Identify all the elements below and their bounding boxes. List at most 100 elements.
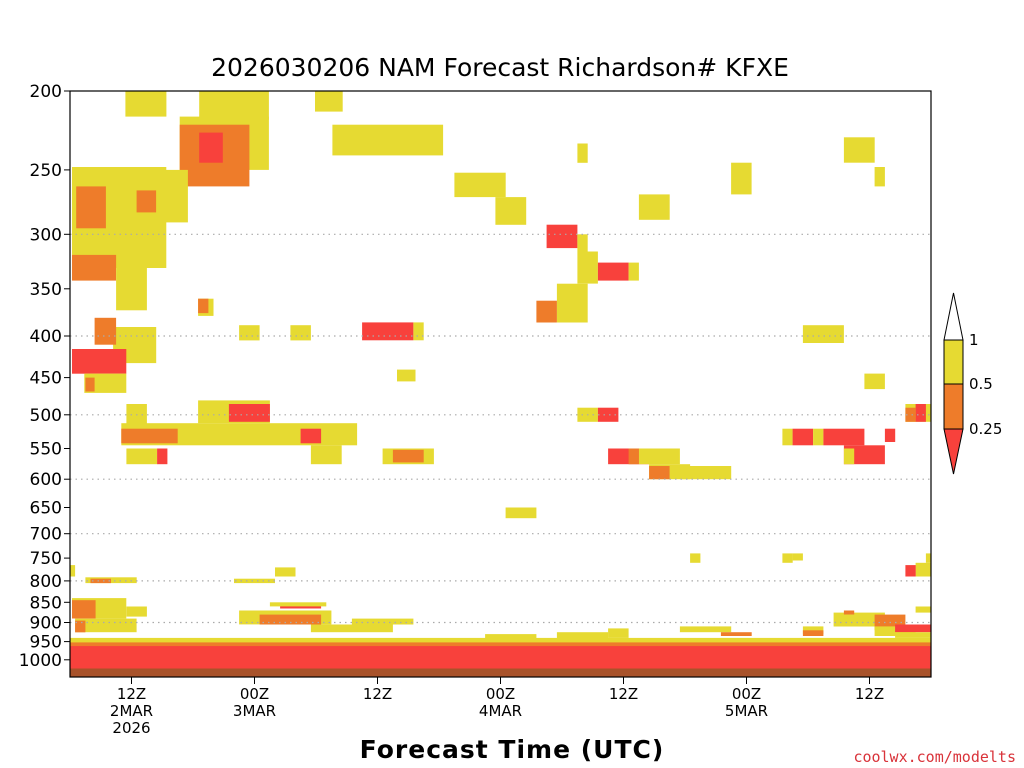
x-tick-label: 5MAR bbox=[725, 702, 768, 720]
ri-cell bbox=[628, 262, 639, 281]
ri-cell bbox=[125, 91, 167, 117]
ri-cell bbox=[72, 349, 127, 374]
ri-cell bbox=[300, 428, 322, 444]
ri-cell bbox=[915, 562, 931, 577]
ri-cell bbox=[280, 604, 322, 609]
ri-cell bbox=[315, 91, 343, 112]
ri-cell bbox=[351, 618, 414, 625]
x-tick-label: 2026 bbox=[112, 719, 150, 737]
y-tick-label: 350 bbox=[30, 280, 62, 300]
ri-cell bbox=[690, 553, 701, 563]
ri-cell bbox=[792, 553, 803, 561]
ri-cell bbox=[782, 428, 793, 446]
ri-cell bbox=[874, 167, 885, 187]
y-tick-label: 200 bbox=[30, 82, 62, 102]
ri-cell bbox=[239, 325, 260, 341]
ri-cell bbox=[638, 194, 670, 220]
ri-cell bbox=[597, 407, 619, 422]
ri-cell bbox=[85, 377, 95, 392]
ri-cell bbox=[556, 632, 609, 640]
ri-cell bbox=[362, 322, 414, 341]
ri-cell bbox=[679, 466, 732, 480]
ri-cell bbox=[905, 407, 916, 422]
ri-cell bbox=[157, 448, 168, 465]
ri-cell bbox=[136, 190, 157, 213]
ri-cell bbox=[126, 448, 158, 465]
y-tick-label: 950 bbox=[30, 633, 62, 653]
ri-cell bbox=[228, 404, 270, 422]
ri-cell bbox=[199, 132, 223, 163]
credit-link[interactable]: coolwx.com/modelts bbox=[853, 748, 1016, 766]
chart-title: 2026030206 NAM Forecast Richardson# KFXE bbox=[211, 53, 789, 82]
x-tick-label: 00Z bbox=[240, 685, 269, 703]
ri-cell bbox=[679, 626, 732, 633]
ri-cell bbox=[608, 628, 629, 638]
ri-cell bbox=[915, 606, 931, 613]
ri-cell bbox=[75, 620, 86, 633]
ri-cell bbox=[199, 91, 269, 120]
colorbar-bin bbox=[943, 383, 964, 430]
y-tick-label: 400 bbox=[30, 327, 62, 347]
ri-cell bbox=[70, 664, 931, 669]
ri-cell bbox=[75, 618, 137, 633]
ri-cell bbox=[895, 624, 931, 633]
y-tick-label: 900 bbox=[30, 614, 62, 634]
colorbar-tick-label: 1 bbox=[969, 331, 979, 349]
ri-cell bbox=[577, 234, 588, 252]
y-tick-label: 250 bbox=[30, 161, 62, 181]
ri-cell bbox=[556, 283, 588, 323]
ri-cell bbox=[895, 632, 931, 638]
x-tick-label: 00Z bbox=[486, 685, 515, 703]
y-tick-label: 300 bbox=[30, 225, 62, 245]
colorbar-tick-label: 0.5 bbox=[969, 375, 993, 393]
y-tick-label: 450 bbox=[30, 369, 62, 389]
ri-cell bbox=[234, 578, 275, 584]
ri-cell bbox=[505, 507, 537, 519]
ri-cell bbox=[290, 325, 311, 341]
ri-cell bbox=[70, 565, 76, 577]
ri-cell bbox=[85, 577, 137, 584]
ri-cell bbox=[843, 137, 875, 163]
x-tick-label: 4MAR bbox=[479, 702, 522, 720]
y-tick-label: 800 bbox=[30, 572, 62, 592]
ri-cell bbox=[577, 251, 598, 284]
ri-cell bbox=[269, 602, 327, 607]
y-tick-label: 1000 bbox=[19, 651, 62, 671]
ri-cell bbox=[72, 254, 117, 281]
ri-cell bbox=[495, 197, 527, 225]
y-axis: 200 250 300 350 400 450 500 550 600 650 700 750 8008… bbox=[19, 82, 70, 671]
ri-cell bbox=[915, 404, 926, 422]
ri-cell bbox=[536, 300, 557, 323]
ri-cell bbox=[813, 428, 824, 446]
surface-layer bbox=[70, 668, 931, 677]
ri-cell bbox=[577, 143, 588, 163]
ri-cell bbox=[116, 268, 147, 311]
ri-cell bbox=[198, 298, 209, 314]
colorbar-tick-label: 0.25 bbox=[969, 420, 1002, 438]
x-tick-label: 12Z bbox=[855, 685, 884, 703]
ri-cell bbox=[782, 553, 793, 563]
ri-cell bbox=[72, 600, 96, 619]
ri-cell bbox=[121, 423, 358, 446]
ri-cell bbox=[720, 632, 752, 636]
x-tick-label: 2MAR bbox=[110, 702, 153, 720]
ri-cell bbox=[397, 369, 416, 382]
y-tick-label: 500 bbox=[30, 406, 62, 426]
x-tick-label: 12Z bbox=[609, 685, 638, 703]
ri-cell bbox=[843, 448, 855, 465]
ri-cell bbox=[802, 626, 824, 635]
y-tick-label: 550 bbox=[30, 440, 62, 460]
ri-cell bbox=[90, 578, 111, 584]
ri-cell bbox=[649, 466, 670, 480]
y-tick-label: 700 bbox=[30, 525, 62, 545]
ri-cell bbox=[126, 606, 147, 617]
ri-cell bbox=[802, 630, 824, 636]
ri-cell bbox=[392, 449, 424, 463]
ri-cell bbox=[94, 317, 117, 345]
ri-cell bbox=[310, 624, 393, 633]
ri-cell bbox=[823, 428, 865, 446]
ri-cell bbox=[332, 124, 444, 156]
y-tick-label: 600 bbox=[30, 470, 62, 490]
ri-cell bbox=[275, 567, 296, 577]
x-tick-label: 12Z bbox=[363, 685, 392, 703]
